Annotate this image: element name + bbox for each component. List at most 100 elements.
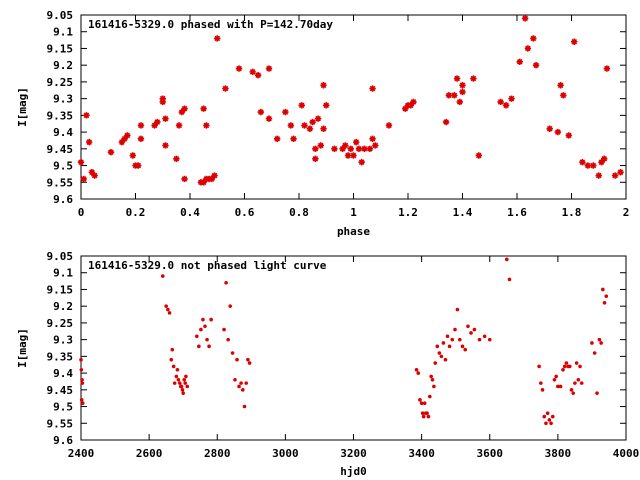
data-point bbox=[422, 401, 427, 406]
data-point bbox=[181, 391, 185, 395]
data-point bbox=[544, 421, 548, 426]
data-point bbox=[592, 351, 597, 355]
data-point bbox=[222, 85, 229, 92]
data-point bbox=[361, 145, 368, 153]
x-tick-label: 0.4 bbox=[180, 206, 200, 219]
data-point bbox=[107, 148, 115, 156]
data-point bbox=[571, 38, 578, 45]
data-point bbox=[418, 398, 422, 402]
data-point bbox=[265, 65, 273, 72]
data-point bbox=[521, 15, 529, 22]
data-point bbox=[459, 82, 466, 89]
data-point bbox=[181, 175, 188, 183]
data-point bbox=[246, 357, 250, 362]
data-point bbox=[432, 384, 436, 389]
data-point bbox=[177, 381, 182, 385]
x-tick-label: 3800 bbox=[545, 447, 572, 460]
data-point bbox=[80, 401, 85, 406]
y-tick-label: 9.35 bbox=[47, 109, 74, 122]
data-point bbox=[456, 98, 463, 106]
x-tick-label: 0.8 bbox=[289, 206, 309, 219]
data-point bbox=[469, 331, 473, 335]
x-axis-label: phase bbox=[337, 225, 370, 238]
data-point bbox=[604, 294, 609, 298]
data-point bbox=[445, 92, 453, 99]
data-point bbox=[224, 280, 228, 285]
data-point bbox=[244, 381, 249, 385]
data-point bbox=[554, 374, 558, 379]
data-point bbox=[249, 68, 256, 76]
data-point bbox=[274, 135, 281, 142]
y-tick-label: 9.1 bbox=[53, 267, 73, 280]
data-point bbox=[557, 82, 564, 89]
data-point bbox=[547, 418, 552, 422]
data-point bbox=[230, 351, 235, 355]
y-tick-label: 9.05 bbox=[47, 250, 74, 263]
data-point bbox=[564, 361, 569, 365]
data-point bbox=[160, 274, 165, 278]
data-point bbox=[164, 304, 168, 308]
data-point bbox=[159, 98, 166, 106]
data-point bbox=[571, 391, 576, 395]
y-tick-label: 9.6 bbox=[53, 434, 73, 447]
data-point bbox=[425, 411, 429, 416]
data-point bbox=[441, 341, 446, 345]
data-point bbox=[554, 128, 562, 136]
data-point bbox=[369, 85, 376, 92]
data-point bbox=[353, 138, 360, 146]
data-point bbox=[290, 135, 297, 142]
data-point bbox=[576, 377, 581, 382]
data-point bbox=[203, 324, 207, 329]
data-point bbox=[320, 82, 327, 89]
data-point bbox=[167, 311, 172, 315]
x-tick-label: 0.2 bbox=[126, 206, 146, 219]
phased-plot: 0 0.2 0.4 0.6 0.8 1 1.2 1.4 1.6 1.8 2 9.05 9.1 9.15 9.… bbox=[16, 9, 629, 238]
chart-title: 161416-5329.0 not phased light curve bbox=[88, 259, 327, 272]
y-tick-label: 9.2 bbox=[53, 300, 73, 313]
data-point bbox=[79, 367, 84, 372]
data-point bbox=[428, 394, 432, 399]
data-point bbox=[312, 155, 319, 163]
data-point bbox=[185, 384, 190, 389]
data-point bbox=[85, 138, 93, 146]
y-tick-label: 9.15 bbox=[47, 283, 74, 296]
data-point bbox=[306, 125, 314, 132]
data-point bbox=[601, 155, 608, 163]
x-axis-label: hjd0 bbox=[340, 465, 367, 478]
data-point bbox=[599, 341, 603, 345]
data-point bbox=[433, 361, 438, 365]
data-point bbox=[508, 95, 515, 102]
data-point bbox=[507, 277, 512, 282]
data-point bbox=[537, 364, 541, 369]
y-tick-label: 9.5 bbox=[53, 160, 73, 173]
data-point bbox=[166, 307, 170, 312]
y-tick-label: 9.35 bbox=[47, 350, 74, 363]
data-point bbox=[459, 88, 466, 96]
unphased-plot: 2400 2600 2800 3000 3200 3400 3600 3800 4000 9.05… bbox=[16, 250, 639, 478]
data-point bbox=[124, 132, 131, 139]
data-point bbox=[205, 337, 209, 342]
data-point bbox=[80, 175, 87, 183]
y-axis-label: I[mag] bbox=[16, 328, 29, 368]
data-point bbox=[453, 327, 457, 332]
data-point bbox=[169, 357, 174, 362]
data-point bbox=[457, 337, 462, 342]
data-point bbox=[530, 35, 537, 42]
data-point bbox=[442, 118, 450, 126]
data-point bbox=[222, 327, 226, 332]
data-point bbox=[162, 142, 169, 149]
data-point bbox=[450, 337, 455, 342]
data-point bbox=[207, 344, 211, 349]
data-point bbox=[200, 105, 207, 112]
data-point bbox=[282, 108, 289, 116]
data-point bbox=[317, 142, 324, 149]
data-point bbox=[584, 162, 592, 169]
data-point bbox=[416, 371, 421, 375]
x-tick-label: 0.6 bbox=[235, 206, 255, 219]
data-point bbox=[331, 145, 338, 153]
data-point bbox=[463, 347, 468, 352]
data-point bbox=[421, 414, 426, 419]
data-point bbox=[199, 327, 203, 332]
data-point bbox=[603, 65, 611, 72]
